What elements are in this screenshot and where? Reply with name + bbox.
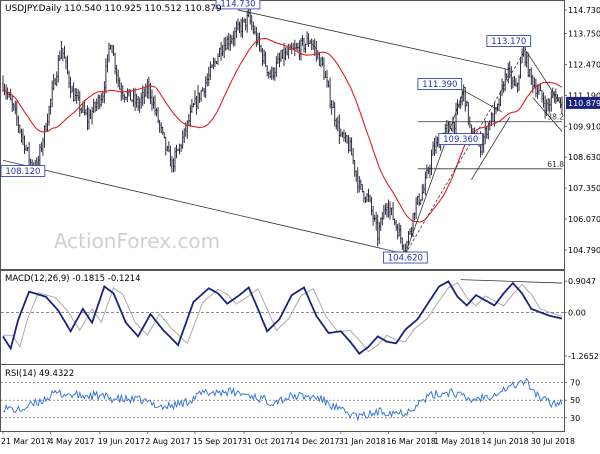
trendline-recent-bottom — [532, 97, 563, 132]
trendline-recent-top — [526, 51, 563, 107]
macd-signal-line — [3, 282, 563, 353]
macd-panel-frame — [0, 270, 565, 365]
moving-average-line — [2, 37, 563, 223]
rsi-line — [2, 377, 563, 422]
rsi-tick-label: 70 — [570, 379, 580, 388]
last-price-label: 110.879 — [568, 99, 600, 108]
price-tick-label: 112.470 — [568, 60, 600, 69]
x-tick-label: 19 Jun 2017 — [98, 437, 145, 446]
price-annotation-box — [438, 133, 484, 145]
x-tick-label: 15 Sep 2017 — [193, 437, 242, 446]
x-tick-label: 14 Jun 2018 — [482, 437, 529, 446]
x-tick-label: 1 May 2018 — [434, 437, 480, 446]
macd-tick-label: -1.2652 — [568, 352, 599, 361]
price-tick-label: 113.750 — [568, 30, 600, 39]
price-panel-frame — [0, 0, 565, 270]
rsi-tick-label: 30 — [570, 414, 580, 423]
last-price-marker — [566, 96, 600, 109]
price-tick-label: 104.790 — [568, 246, 600, 255]
x-tick-label: 16 Mar 2018 — [386, 437, 435, 446]
price-annotation-box — [383, 251, 428, 264]
fib-label: 38.2 — [547, 113, 564, 122]
fib-label: 61.8 — [547, 160, 564, 169]
trendline-upper-channel — [237, 9, 510, 71]
price-annotation-box — [0, 165, 46, 177]
x-tick-label: 21 Mar 2017 — [1, 437, 50, 446]
price-tick-label: 109.910 — [568, 122, 600, 131]
macd-line — [2, 280, 563, 355]
x-tick-label: 30 Jul 2018 — [531, 437, 575, 446]
price-annotation-label: 114.730 — [220, 0, 255, 9]
trendline-wedge-bottom — [471, 116, 511, 180]
price-tick-label: 107.350 — [568, 184, 600, 193]
price-annotation-box — [215, 0, 261, 10]
rsi-tick-label: 50 — [570, 396, 580, 405]
macd-tick-label: 0.9047 — [568, 277, 596, 286]
price-annotation-box — [417, 78, 463, 90]
price-tick-label: 111.190 — [568, 91, 600, 100]
macd-divergence-line — [460, 279, 563, 284]
trendline-wedge-top — [463, 90, 503, 113]
macd-label: MACD(12,26,9) -0.1815 -0.1214 — [5, 274, 141, 284]
rsi-panel-frame — [0, 364, 565, 432]
price-annotation-label: 113.170 — [491, 37, 526, 47]
price-annotation-box — [486, 35, 532, 47]
x-tick-label: 4 May 2017 — [49, 437, 95, 446]
price-tick-label: 106.070 — [568, 215, 600, 224]
chart-header: USDJPY.Daily 110.540 110.925 110.512 110… — [5, 4, 222, 14]
x-tick-label: 2 Aug 2017 — [145, 437, 190, 446]
price-tick-label: 108.630 — [568, 153, 600, 162]
price-annotation-label: 109.360 — [443, 135, 478, 145]
macd-tick-label: 0.00 — [568, 308, 586, 317]
x-tick-label: 31 Oct 2017 — [242, 437, 290, 446]
rsi-label: RSI(14) 49.4322 — [5, 369, 74, 379]
price-annotation-label: 111.390 — [422, 80, 457, 90]
watermark: ActionForex.com — [54, 229, 220, 253]
x-tick-label: 14 Dec 2017 — [290, 437, 340, 446]
trendline-lower-channel — [2, 159, 406, 255]
price-annotation-label: 104.620 — [388, 254, 423, 264]
price-annotation-label: 108.120 — [5, 167, 40, 177]
x-tick-label: 31 Jan 2018 — [339, 437, 386, 446]
trendline-rally — [404, 90, 465, 255]
price-tick-label: 114.730 — [568, 6, 600, 15]
